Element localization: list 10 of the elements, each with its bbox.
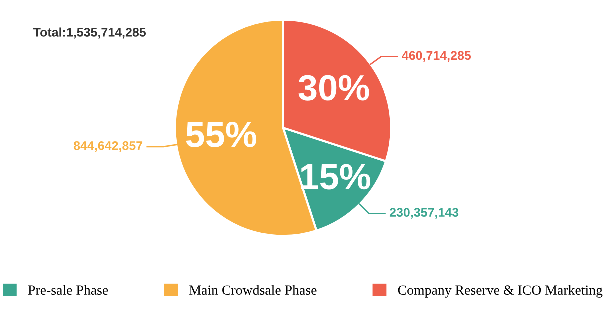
text: Total:1,535,714,285 [33,28,146,39]
data-label: 30% [298,75,370,101]
text: 844,642,857 [74,141,143,152]
text: 230,357,143 [390,208,459,219]
text: 460,714,285 [402,51,472,62]
legend-label: Main Crowdsale Phase [190,285,317,296]
data-label: 15% [301,164,371,190]
data-label: 55% [186,122,257,148]
legend-label: Pre-sale Phase [28,285,108,296]
legend-label: Company Reserve & ICO Marketing [398,285,603,298]
